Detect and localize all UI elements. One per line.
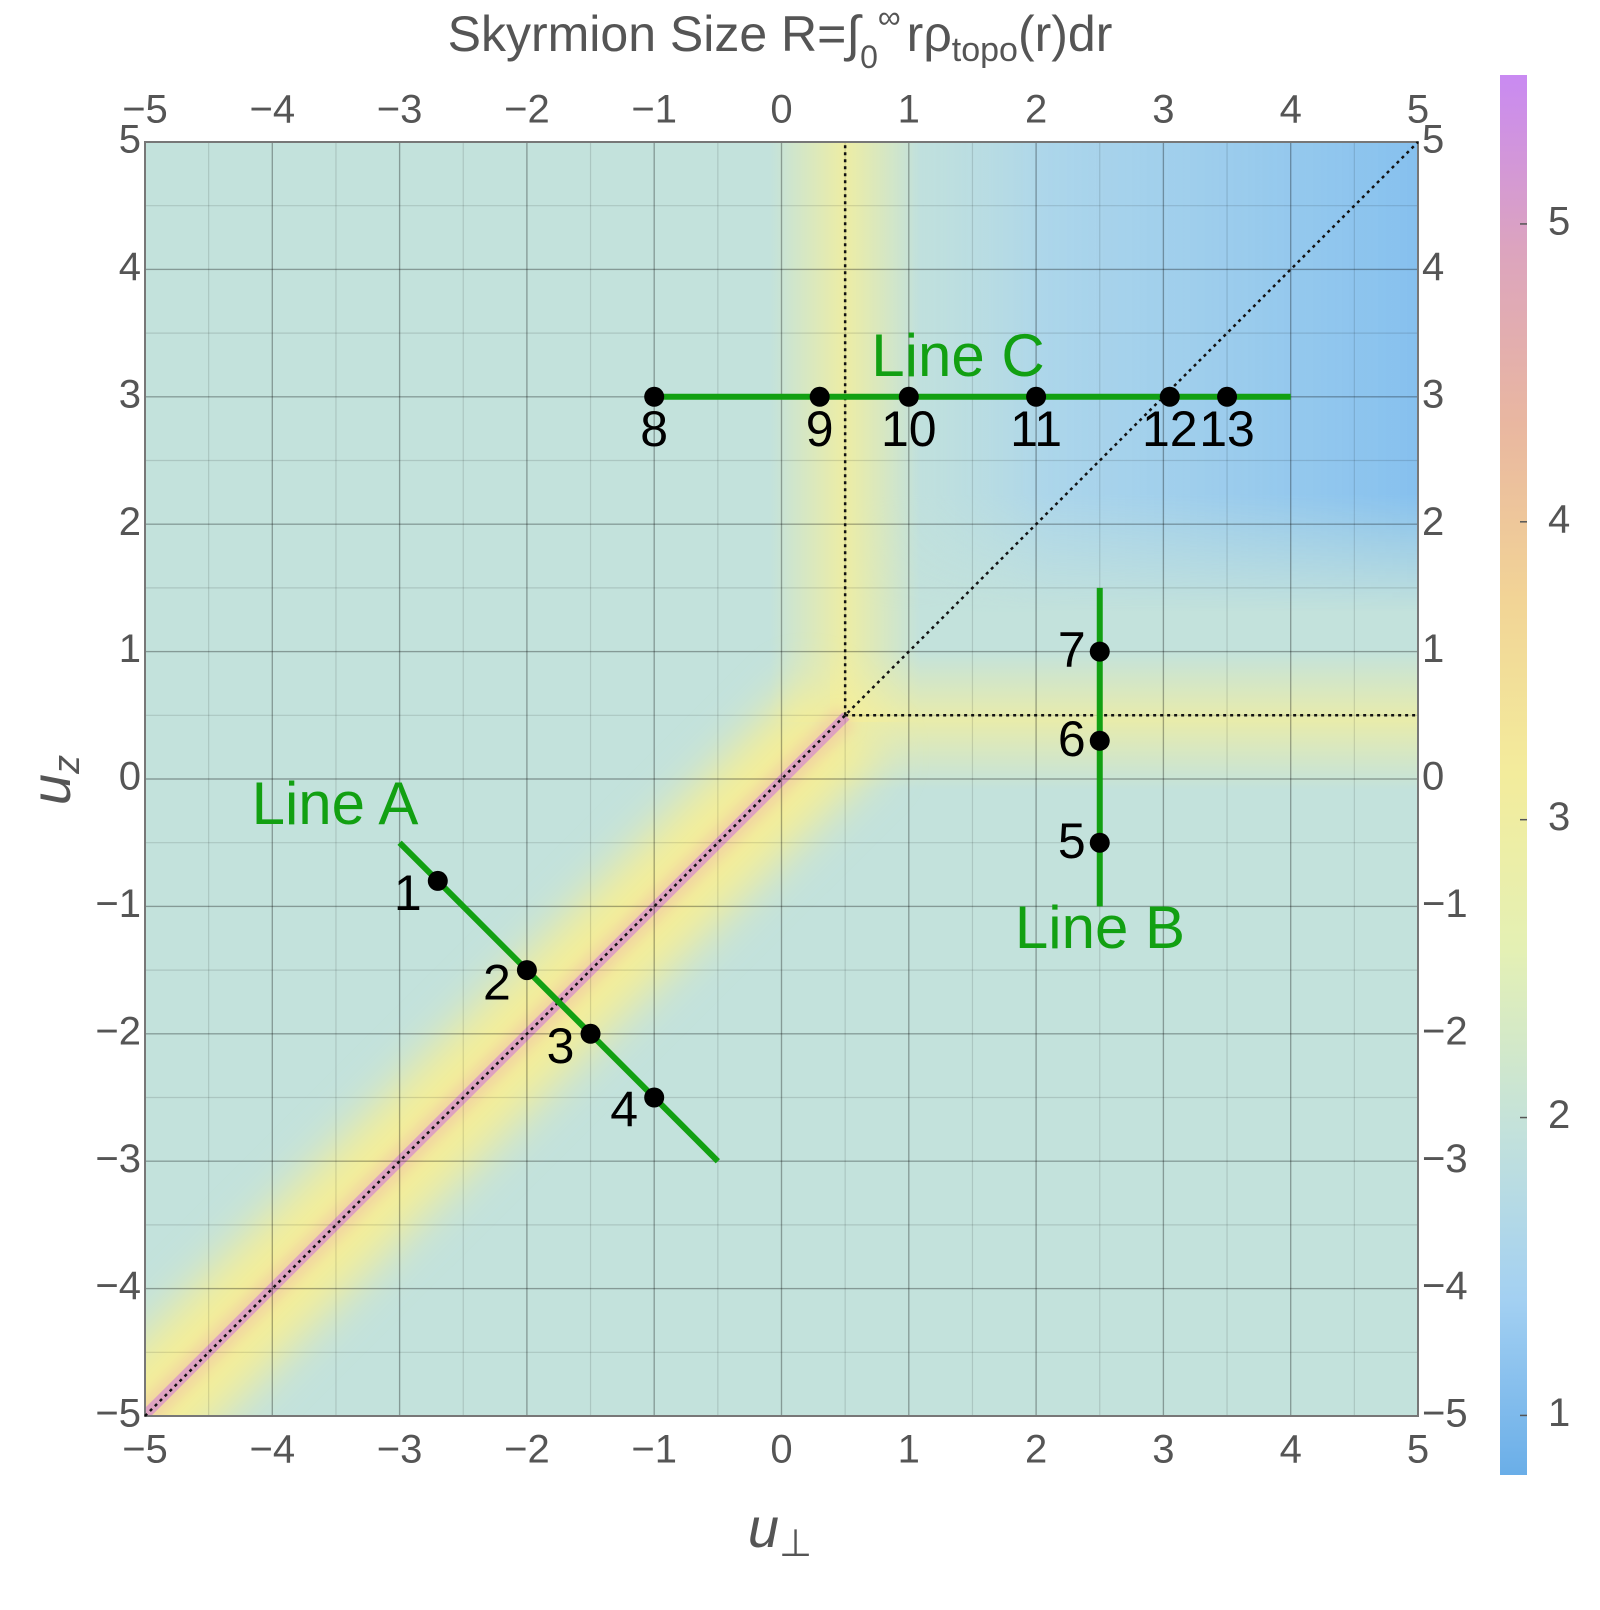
point-label: 5 [1058, 813, 1086, 869]
point-label: 6 [1058, 711, 1086, 767]
point-label: 4 [610, 1082, 638, 1138]
x-tick-label-top: −3 [377, 88, 423, 132]
y-tick-label-right: 0 [1422, 755, 1444, 799]
point [1217, 386, 1238, 407]
label-base: u [19, 774, 82, 805]
point-label: 11 [1010, 401, 1062, 457]
title-part: (r)dr [1018, 6, 1112, 62]
line-label: Line A [252, 770, 419, 837]
y-tick-label-right: 3 [1422, 372, 1444, 416]
point-label: 8 [640, 401, 668, 457]
point-label: 1 [394, 865, 422, 921]
x-tick-label-top: −5 [122, 88, 168, 132]
x-tick-label: 1 [898, 1428, 920, 1472]
y-tick-label: −5 [95, 1392, 141, 1436]
point [1089, 641, 1110, 662]
point [809, 386, 830, 407]
plot-frame [144, 141, 1419, 1417]
point-label: 3 [547, 1018, 575, 1074]
guide-line [144, 141, 1419, 1417]
y-tick-label: 2 [119, 500, 141, 544]
colorbar-tick-label: 2 [1548, 1093, 1570, 1137]
point [1159, 386, 1180, 407]
point [1026, 386, 1047, 407]
y-tick-label-right: 4 [1422, 245, 1444, 289]
colorbar-tick-label: 5 [1548, 199, 1570, 243]
point [644, 1087, 665, 1108]
y-axis-label: uz [19, 755, 88, 805]
x-tick-label-top: 5 [1407, 88, 1429, 132]
line-label: Line B [1015, 894, 1185, 961]
point-label: 7 [1058, 622, 1086, 678]
y-tick-label-right: 1 [1422, 627, 1444, 671]
point-label: 2 [483, 954, 511, 1010]
label-sub: ⊥ [779, 1523, 812, 1565]
y-tick-label: 5 [119, 118, 141, 162]
x-tick-label: −4 [249, 1428, 295, 1472]
point [644, 386, 665, 407]
x-tick-label-top: 0 [770, 88, 792, 132]
y-tick-label: −3 [95, 1137, 141, 1181]
point-label: 9 [806, 401, 834, 457]
x-tick-label: −5 [122, 1428, 168, 1472]
title-sub: topo [952, 31, 1018, 69]
label-sub: z [46, 755, 88, 775]
y-tick-label: 4 [119, 245, 141, 289]
point [898, 386, 919, 407]
x-tick-label: 4 [1280, 1428, 1302, 1472]
y-tick-label: 1 [119, 627, 141, 671]
x-tick-label: 0 [770, 1428, 792, 1472]
x-tick-label-top: 4 [1280, 88, 1302, 132]
x-tick-label: −3 [377, 1428, 423, 1472]
point-label: 10 [881, 401, 937, 457]
point [1089, 832, 1110, 853]
y-tick-label-right: −2 [1422, 1009, 1468, 1053]
point-label: 12 [1142, 401, 1198, 457]
x-tick-label: 2 [1025, 1428, 1047, 1472]
y-tick-label-right: −3 [1422, 1137, 1468, 1181]
line-label: Line C [871, 322, 1044, 389]
x-tick-label: −1 [631, 1428, 677, 1472]
colorbar-tick-label: 3 [1548, 795, 1570, 839]
colorbar-tick-label: 1 [1548, 1391, 1570, 1435]
y-tick-label: 0 [119, 755, 141, 799]
point [1089, 730, 1110, 751]
point [427, 870, 448, 891]
y-tick-label-right: 5 [1422, 118, 1444, 162]
y-tick-label: −4 [95, 1264, 141, 1308]
y-tick-label-right: −4 [1422, 1264, 1468, 1308]
y-tick-label-right: 2 [1422, 500, 1444, 544]
x-tick-label-top: 2 [1025, 88, 1047, 132]
colorbar [1500, 75, 1527, 1475]
title-sup: ∞ [878, 0, 901, 35]
y-tick-label: −2 [95, 1009, 141, 1053]
colorbar-tick-label: 4 [1548, 497, 1570, 541]
label-base: u [748, 1496, 779, 1559]
y-tick-label: 3 [119, 372, 141, 416]
y-tick-label-right: −1 [1422, 882, 1468, 926]
line-segment [397, 840, 720, 1164]
x-tick-label-top: −2 [504, 88, 550, 132]
x-tick-label: 3 [1152, 1428, 1174, 1472]
x-axis-label: u⊥ [748, 1496, 812, 1565]
title-part: Skyrmion Size R=∫ [448, 6, 864, 62]
point [516, 960, 537, 981]
y-tick-label-right: −5 [1422, 1392, 1468, 1436]
x-tick-label-top: −1 [631, 88, 677, 132]
x-tick-label: 5 [1407, 1428, 1429, 1472]
point [580, 1023, 601, 1044]
x-tick-label-top: 3 [1152, 88, 1174, 132]
title-part: rρ [907, 6, 952, 62]
point-label: 13 [1199, 401, 1255, 457]
title-sub: 0 [860, 39, 878, 75]
x-tick-label-top: −4 [249, 88, 295, 132]
chart-title: Skyrmion Size R=∫0∞ rρtopo(r)dr [448, 0, 1113, 75]
y-tick-label: −1 [95, 882, 141, 926]
x-tick-label-top: 1 [898, 88, 920, 132]
x-tick-label: −2 [504, 1428, 550, 1472]
